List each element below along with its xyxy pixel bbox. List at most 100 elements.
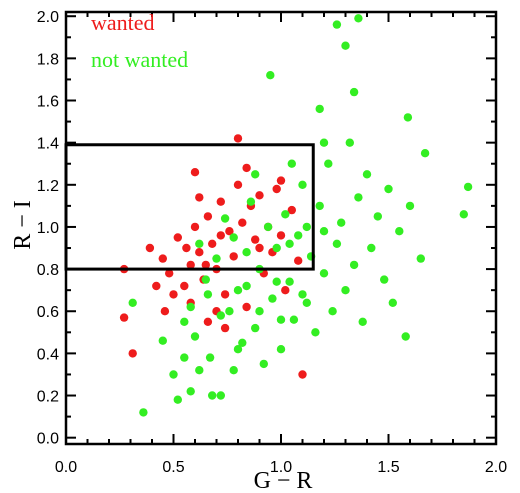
not-wanted-point: [251, 323, 260, 333]
wanted-point: [255, 243, 264, 253]
wanted-point: [233, 180, 243, 189]
not-wanted-point: [362, 170, 372, 179]
not-wanted-point: [319, 138, 329, 147]
not-wanted-point: [319, 227, 329, 236]
y-tick-label: 1.2: [37, 178, 59, 195]
not-wanted-point: [315, 201, 324, 211]
legend-not-wanted: not wanted: [91, 47, 188, 72]
not-wanted-point: [302, 222, 311, 232]
not-wanted-point: [216, 391, 225, 400]
not-wanted-point: [208, 391, 217, 400]
y-tick-label: 1.4: [37, 136, 59, 153]
not-wanted-point: [367, 243, 376, 253]
x-tick-label: 2.0: [485, 459, 507, 476]
not-wanted-point: [255, 307, 264, 316]
not-wanted-point: [405, 201, 415, 211]
legend-wanted: wanted: [91, 10, 155, 35]
not-wanted-point: [251, 170, 260, 179]
not-wanted-point: [195, 239, 204, 248]
wanted-point: [208, 239, 217, 248]
wanted-point: [220, 290, 230, 299]
not-wanted-point: [203, 290, 213, 299]
not-wanted-point: [276, 345, 286, 354]
y-tick-label: 0.2: [37, 389, 59, 406]
y-tick-label: 1.8: [37, 51, 59, 68]
plot-frame: [64, 10, 498, 446]
wanted-point: [242, 163, 251, 173]
not-wanted-point: [354, 193, 363, 202]
tick-labels-layer: 0.0 0.5 1.0 1.5 2.0 0.0 0.2 0.4 0.6 0.8 1.0 1.2 1.4 1…: [37, 9, 507, 476]
y-tick-label: 0.0: [37, 431, 59, 448]
wanted-point: [298, 370, 307, 379]
ticks-layer: [65, 12, 497, 444]
x-tick-label: 1.0: [270, 459, 292, 476]
not-wanted-point: [345, 138, 354, 147]
not-wanted-point: [281, 210, 290, 219]
not-wanted-point: [233, 345, 243, 354]
not-wanted-point: [294, 231, 303, 240]
not-wanted-point: [169, 370, 178, 379]
not-wanted-point: [319, 269, 329, 278]
not-wanted-point: [315, 104, 324, 114]
not-wanted-point: [158, 336, 167, 345]
not-wanted-point: [272, 277, 281, 286]
x-tick-label: 1.5: [377, 459, 399, 476]
not-wanted-point: [289, 315, 299, 324]
wanted-point: [190, 168, 200, 177]
y-tick-label: 0.8: [37, 262, 59, 279]
y-axis-label: R − I: [10, 200, 36, 250]
not-wanted-point: [242, 281, 251, 291]
wanted-point: [276, 176, 286, 185]
not-wanted-point: [403, 113, 413, 122]
x-axis-label: G − R: [254, 468, 313, 493]
not-wanted-point: [229, 233, 238, 242]
not-wanted-point: [401, 332, 410, 341]
wanted-point: [201, 260, 210, 270]
not-wanted-point: [324, 159, 333, 168]
not-wanted-point: [341, 286, 350, 295]
y-tick-label: 0.6: [37, 304, 59, 321]
not-wanted-point: [225, 307, 234, 316]
not-wanted-point: [212, 254, 221, 263]
wanted-point: [287, 205, 296, 215]
wanted-point: [165, 269, 174, 278]
wanted-point: [229, 252, 238, 261]
not-wanted-point: [139, 408, 148, 417]
not-wanted-point: [285, 277, 294, 286]
wanted-point: [160, 307, 170, 316]
wanted-point: [233, 134, 243, 143]
not-wanted-point: [349, 87, 359, 97]
not-wanted-point: [242, 248, 251, 257]
not-wanted-point: [186, 302, 195, 312]
not-wanted-point: [463, 182, 473, 192]
not-wanted-point: [384, 184, 393, 194]
wanted-point: [173, 233, 182, 242]
not-wanted-point: [388, 298, 397, 307]
wanted-point: [203, 212, 213, 221]
not-wanted-point: [201, 275, 210, 284]
not-wanted-point: [337, 218, 346, 227]
not-wanted-point: [128, 298, 137, 307]
not-wanted-point: [180, 317, 189, 326]
points-layer: [119, 14, 473, 417]
not-wanted-point: [216, 311, 225, 320]
wanted-point: [255, 191, 264, 200]
wanted-point: [294, 256, 303, 265]
not-wanted-point: [380, 275, 389, 284]
not-wanted-point: [395, 227, 404, 236]
wanted-point: [216, 197, 225, 206]
wanted-point: [190, 222, 200, 232]
not-wanted-point: [459, 210, 468, 219]
not-wanted-point: [311, 328, 320, 337]
not-wanted-point: [263, 222, 273, 232]
not-wanted-point: [246, 197, 256, 206]
not-wanted-point: [276, 315, 286, 324]
wanted-point: [272, 184, 281, 194]
wanted-point: [158, 254, 167, 263]
wanted-point: [145, 243, 155, 253]
not-wanted-point: [220, 214, 230, 223]
not-wanted-point: [341, 41, 350, 50]
wanted-point: [195, 248, 204, 257]
y-tick-label: 2.0: [37, 9, 59, 26]
